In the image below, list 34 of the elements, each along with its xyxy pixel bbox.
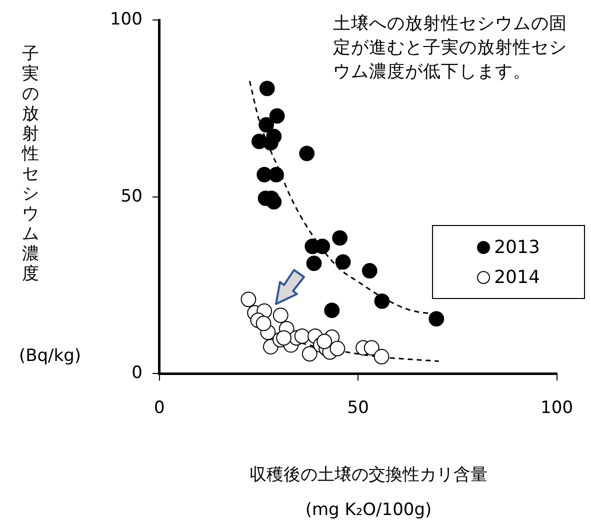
point bbox=[302, 346, 318, 362]
point bbox=[259, 80, 275, 96]
point bbox=[374, 348, 390, 364]
point bbox=[258, 117, 274, 133]
point bbox=[316, 334, 332, 350]
point bbox=[330, 340, 346, 356]
point bbox=[263, 135, 278, 151]
text: 子実の放射性セシウム濃度 (Bq/kg) bbox=[18, 44, 82, 366]
point bbox=[335, 254, 351, 270]
point bbox=[256, 316, 272, 332]
y-tick-label: 50 bbox=[120, 186, 142, 206]
legend-label: 2014 bbox=[494, 266, 540, 288]
x-axis-title: 収穫後の土壌の交換性カリ含量 (mg K₂O/100g) bbox=[248, 464, 488, 520]
point bbox=[332, 230, 348, 246]
y-tick-label: 100 bbox=[110, 10, 142, 30]
point bbox=[240, 292, 256, 308]
point bbox=[364, 340, 380, 356]
point bbox=[276, 330, 292, 346]
point bbox=[299, 146, 315, 162]
point bbox=[306, 256, 322, 272]
point bbox=[268, 166, 284, 182]
legend-label: 2013 bbox=[494, 236, 540, 258]
point bbox=[362, 263, 378, 278]
x-tick-label: 50 bbox=[347, 398, 369, 418]
point bbox=[374, 293, 390, 309]
point bbox=[324, 302, 340, 318]
x-tick-label: 100 bbox=[540, 398, 574, 418]
point bbox=[428, 311, 444, 327]
annotation: 土壌への放射性セシウムの固定が進むと子実の放射性セシウム濃度が低下します。 bbox=[333, 13, 568, 84]
point bbox=[272, 308, 288, 323]
point bbox=[294, 328, 310, 344]
x-tick-label: 0 bbox=[154, 398, 165, 418]
y-tick-label: 0 bbox=[132, 363, 142, 384]
point bbox=[269, 108, 285, 124]
